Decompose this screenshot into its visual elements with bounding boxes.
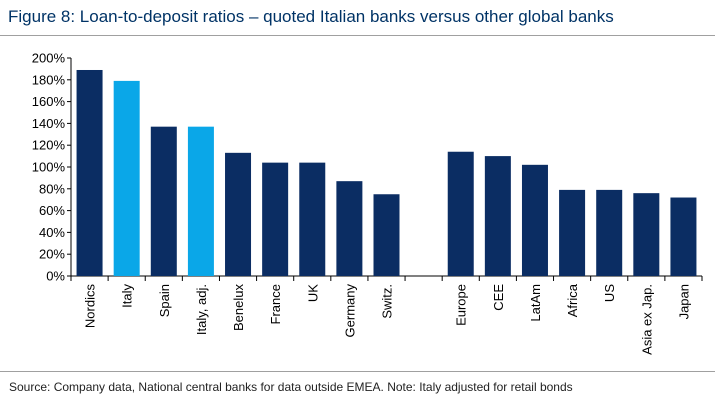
bar-latam bbox=[521, 164, 548, 276]
x-category-label: CEE bbox=[491, 284, 506, 311]
bar-italy-adj bbox=[187, 126, 214, 276]
x-category-label: Italy, adj. bbox=[194, 284, 209, 335]
bar-europe bbox=[447, 151, 474, 276]
bar-cee bbox=[484, 156, 511, 276]
bar-africa bbox=[559, 189, 586, 276]
bar-japan bbox=[670, 197, 697, 276]
x-category-label: Nordics bbox=[83, 284, 98, 329]
title-bar: Figure 8: Loan-to-deposit ratios – quote… bbox=[0, 0, 715, 36]
x-category-label: Asia ex Jap. bbox=[639, 284, 654, 355]
bar-asia-ex-jap bbox=[633, 193, 660, 276]
bar-france bbox=[262, 162, 289, 276]
bar-italy bbox=[113, 80, 140, 276]
title-divider bbox=[0, 35, 715, 36]
x-category-label: Europe bbox=[454, 284, 469, 326]
x-category-label: Spain bbox=[157, 284, 172, 317]
x-category-label: UK bbox=[305, 284, 320, 302]
y-tick-label: 120% bbox=[32, 138, 66, 153]
bar-chart: 0% 20% 40% 60% 80% 100% 120% 140% 160% 180% 200% No… bbox=[32, 51, 703, 355]
y-tick-label: 80% bbox=[39, 181, 65, 196]
chart-title: Figure 8: Loan-to-deposit ratios – quote… bbox=[8, 7, 614, 26]
x-category-label: France bbox=[268, 284, 283, 324]
y-tick-label: 20% bbox=[39, 247, 65, 262]
bar-germany bbox=[336, 181, 363, 276]
x-category-label: US bbox=[602, 284, 617, 302]
x-category-label: Africa bbox=[565, 283, 580, 317]
y-tick-label: 140% bbox=[32, 116, 66, 131]
y-tick-label: 200% bbox=[32, 51, 66, 66]
x-category-label: Germany bbox=[342, 284, 357, 338]
x-category-label: Benelux bbox=[231, 284, 246, 331]
bar-uk bbox=[299, 162, 326, 276]
footer-divider bbox=[0, 371, 715, 372]
bar-switz bbox=[373, 194, 400, 276]
x-category-label: Switz. bbox=[380, 284, 395, 319]
y-tick-label: 160% bbox=[32, 94, 66, 109]
y-tick-label: 100% bbox=[32, 160, 66, 175]
bar-spain bbox=[150, 126, 177, 276]
y-tick-label: 0% bbox=[46, 269, 65, 284]
bar-nordics bbox=[76, 69, 103, 277]
x-category-label: Italy bbox=[120, 284, 135, 308]
source-note: Source: Company data, National central b… bbox=[9, 380, 573, 394]
y-tick-label: 60% bbox=[39, 203, 65, 218]
x-category-label: Japan bbox=[676, 284, 691, 319]
bar-us bbox=[596, 189, 623, 276]
y-tick-label: 180% bbox=[32, 72, 66, 87]
bar-benelux bbox=[225, 152, 252, 276]
y-tick-label: 40% bbox=[39, 225, 65, 240]
x-category-label: LatAm bbox=[528, 284, 543, 322]
